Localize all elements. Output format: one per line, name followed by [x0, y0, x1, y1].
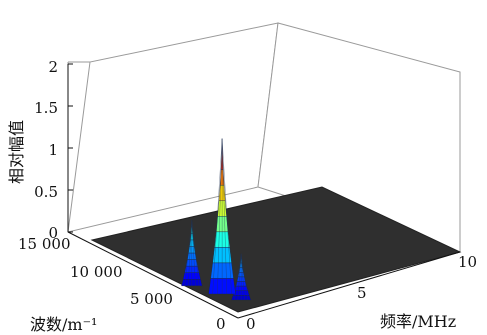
peak-mesh-line [221, 138, 228, 295]
surface-peak [181, 220, 203, 287]
peak-mesh-line [240, 253, 245, 301]
peak-mesh-line [217, 138, 223, 295]
peak-mesh-line [221, 138, 232, 295]
z-tick-label: 0.5 [34, 183, 58, 201]
x-tick-label: 0 [246, 315, 256, 333]
x-tick-label: 5 [357, 284, 367, 302]
z-axis-label: 相对幅值 [7, 120, 26, 184]
y-axis-line [67, 231, 239, 319]
y-tick-label: 5 000 [130, 290, 173, 308]
z-tick-label: 2 [48, 58, 58, 76]
y-axis-label: 波数/m⁻¹ [30, 315, 97, 334]
y-tick-label: 0 [216, 315, 226, 333]
back-wall-left [67, 22, 279, 233]
peaks-layer [181, 138, 252, 301]
peak-mesh-line [184, 220, 193, 286]
z-tick-label: 1 [48, 141, 58, 159]
x-axis-label: 频率/MHz [380, 312, 456, 331]
y-tick-label: 15 000 [18, 235, 71, 253]
peak-mesh-line [187, 220, 193, 286]
x-axis-line [237, 251, 461, 319]
peak-mesh-line [237, 253, 242, 301]
z-tick-label: 1.5 [34, 99, 58, 117]
z-tick-label: 0 [48, 224, 58, 242]
x-tick-label: 10 [458, 253, 477, 271]
peak-mesh-line [191, 220, 200, 286]
peak-mesh-line [212, 138, 223, 295]
peak-mesh-line [191, 220, 196, 286]
peak-mesh-line [240, 253, 249, 301]
surface-peak [208, 138, 236, 295]
z-axis [67, 63, 73, 233]
y-tick-label: 10 000 [70, 263, 123, 281]
